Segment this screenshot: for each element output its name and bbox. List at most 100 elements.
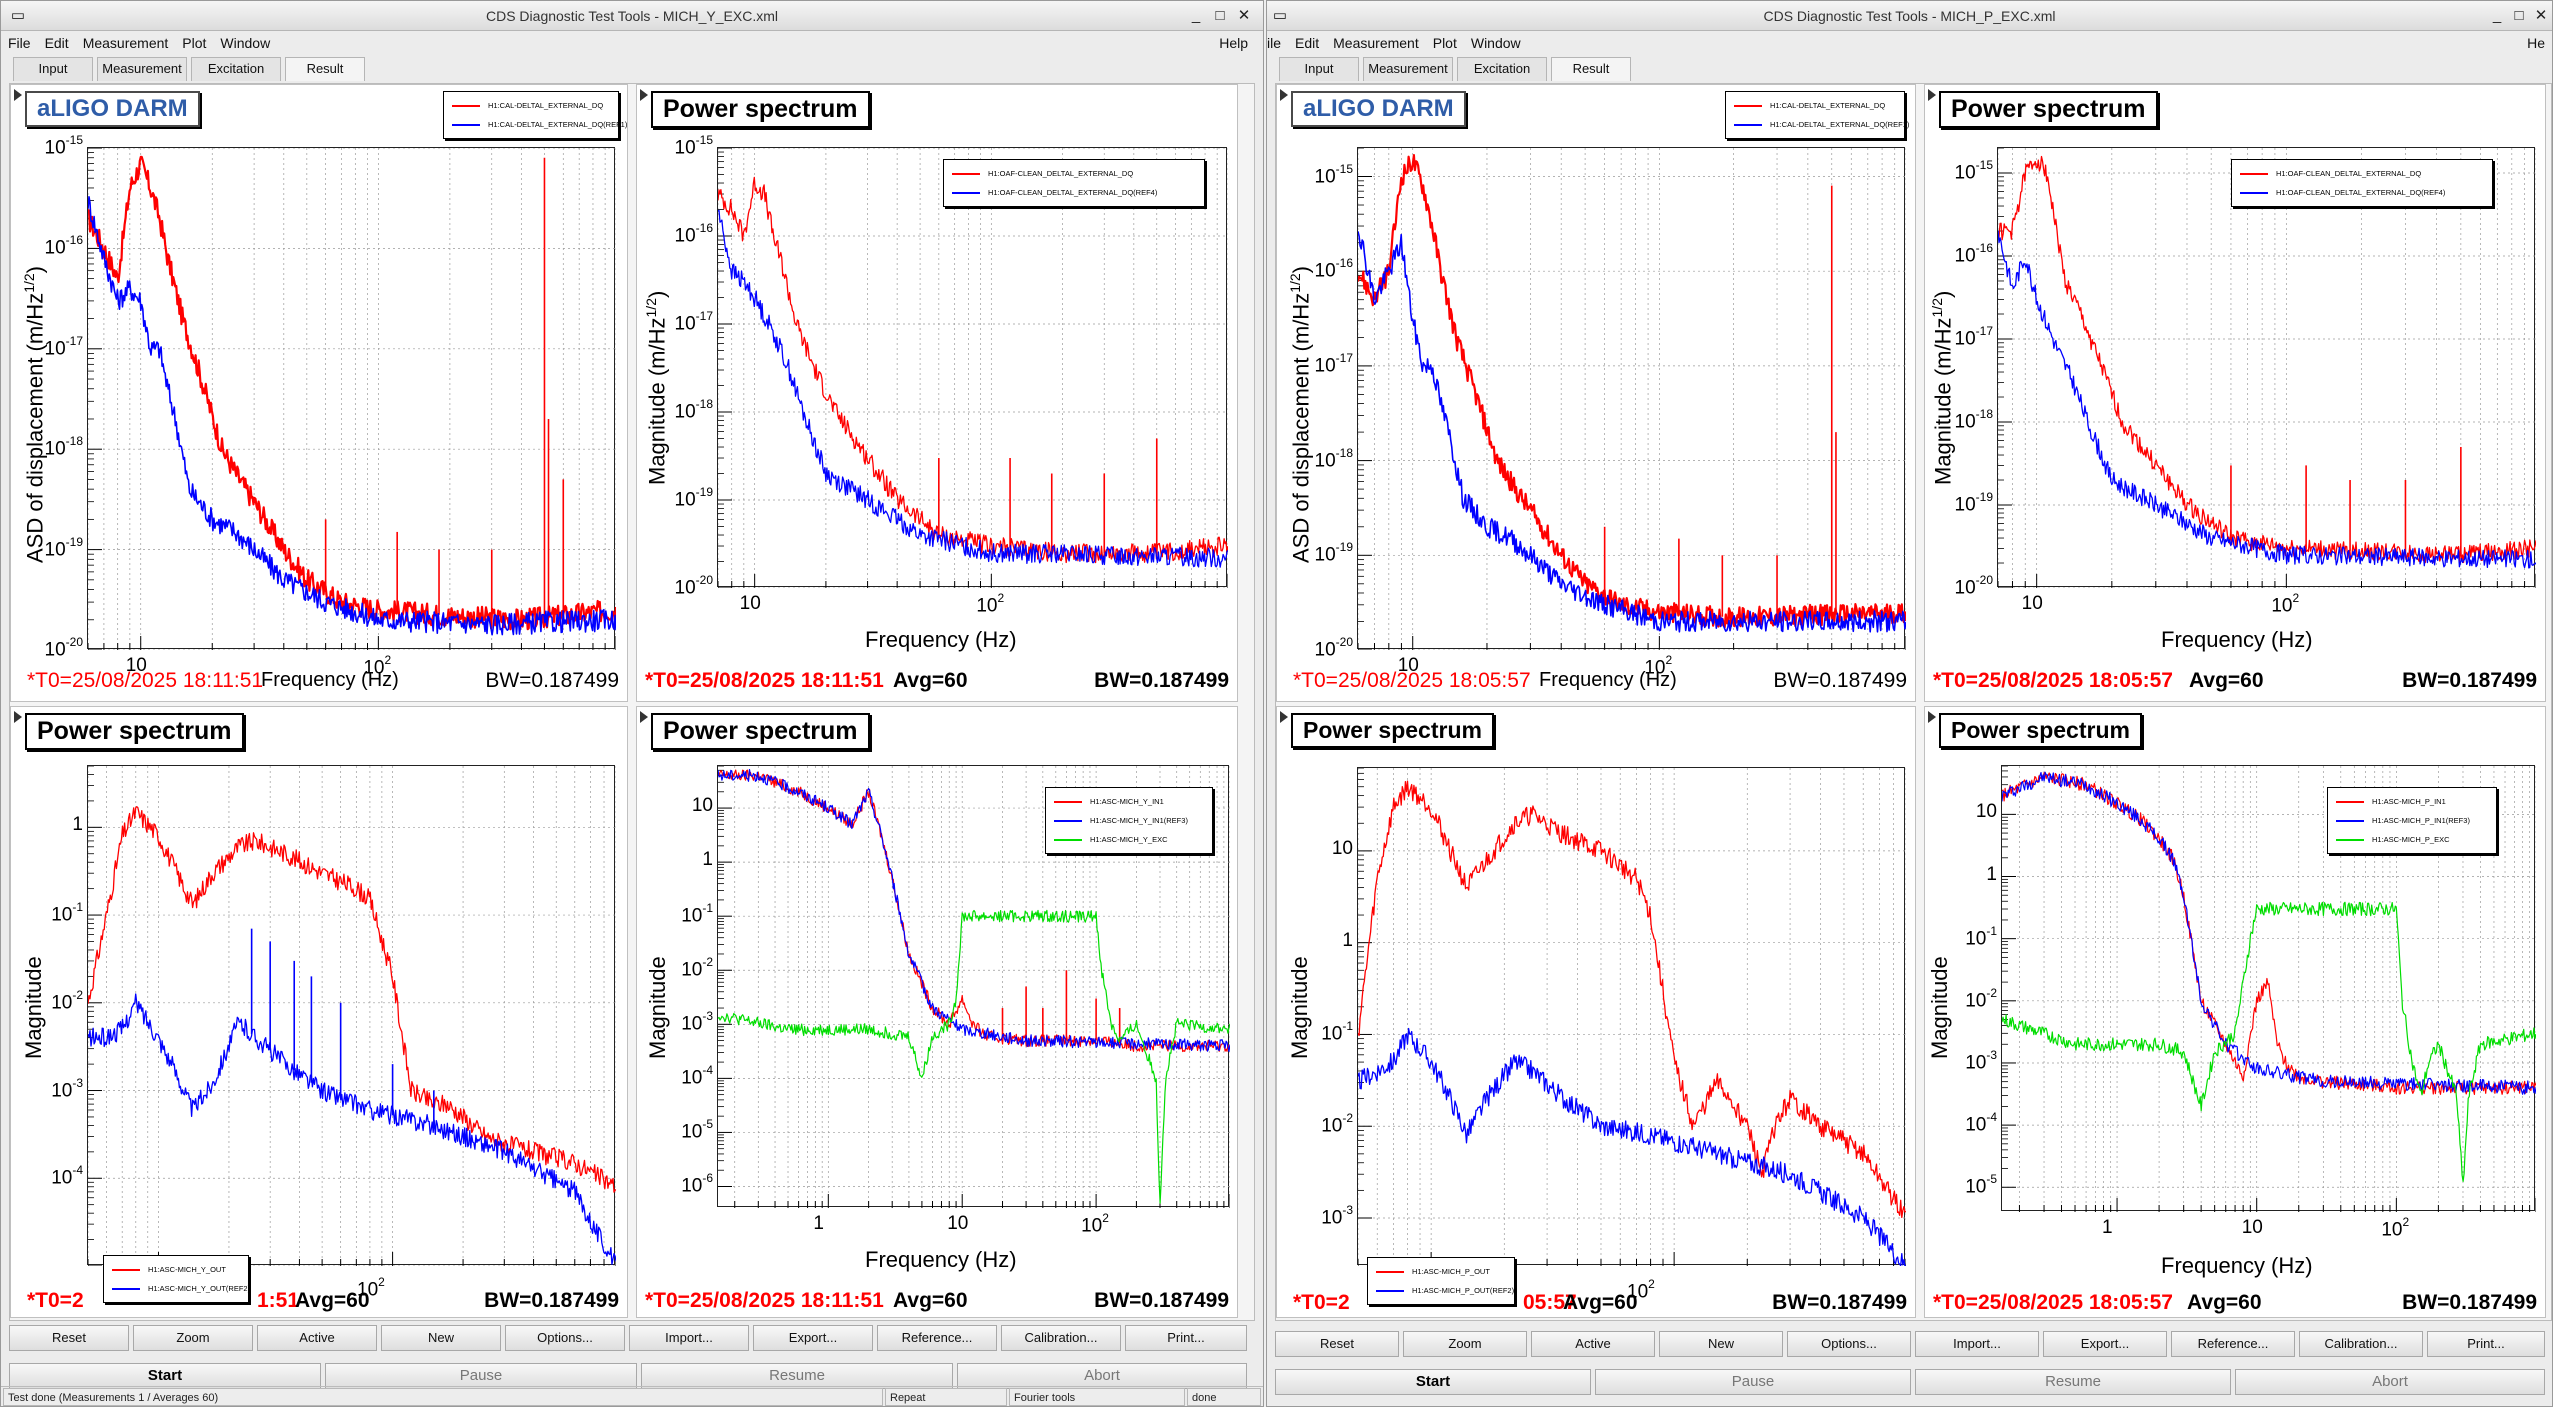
title-bar[interactable]: CDS Diagnostic Test Tools - MICH_P_EXC.x… (1267, 1, 2552, 31)
plot-panel-darm[interactable]: aLIGO DARM H1:CAL-DELTAL_EXTERNAL_DQ H1:… (1276, 84, 1916, 702)
resume-button[interactable]: Resume (641, 1363, 953, 1389)
abort-button[interactable]: Abort (2235, 1369, 2545, 1395)
t0-label-tail: 05:57 (1523, 1291, 1577, 1314)
export-button[interactable]: Export... (753, 1325, 873, 1351)
legend-label: H1:ASC-MICH_Y_IN1(REF3) (1090, 816, 1188, 825)
tab-input[interactable]: Input (13, 57, 93, 81)
y-tick-label: 10-15 (1954, 157, 1993, 184)
plot-frame[interactable] (1357, 147, 1906, 650)
menu-file[interactable]: ile (1267, 35, 1282, 51)
pause-button[interactable]: Pause (1595, 1369, 1911, 1395)
maximize-icon[interactable]: □ (2514, 7, 2524, 24)
panel-arrow-icon[interactable] (640, 89, 648, 101)
panel-arrow-icon[interactable] (640, 711, 648, 723)
bw-label: BW=0.187499 (1773, 669, 1907, 692)
tab-input[interactable]: Input (1279, 57, 1359, 81)
plot-panel-mich-in1[interactable]: Power spectrum H1:ASC-MICH_P_IN1 H1:ASC-… (1924, 706, 2546, 1318)
window-menu-icon[interactable]: ▭ (1272, 7, 1288, 24)
zoom-button[interactable]: Zoom (1403, 1331, 1527, 1357)
panel-arrow-icon[interactable] (1928, 711, 1936, 723)
tab-result[interactable]: Result (285, 57, 365, 81)
tab-excitation[interactable]: Excitation (191, 57, 281, 81)
maximize-icon[interactable]: □ (1215, 7, 1225, 24)
plot-frame[interactable] (1357, 767, 1906, 1266)
plot-panel-mich-in1[interactable]: Power spectrum H1:ASC-MICH_Y_IN1 H1:ASC-… (636, 706, 1238, 1318)
menu-edit[interactable]: Edit (1295, 35, 1320, 51)
y-tick-label: 10 (1331, 837, 1353, 859)
series-line (2002, 901, 2536, 1182)
y-tick-label: 10-4 (681, 1063, 713, 1089)
resume-button[interactable]: Resume (1915, 1369, 2231, 1395)
menu-plot[interactable]: Plot (182, 35, 207, 51)
calibration-button[interactable]: Calibration... (1001, 1325, 1121, 1351)
import-button[interactable]: Import... (1915, 1331, 2039, 1357)
panel-arrow-icon[interactable] (14, 711, 22, 723)
active-button[interactable]: Active (1531, 1331, 1655, 1357)
x-tick-label: 102 (357, 1275, 385, 1301)
legend-label: H1:OAF-CLEAN_DELTAL_EXTERNAL_DQ (2276, 169, 2422, 178)
window-title: CDS Diagnostic Test Tools - MICH_Y_EXC.x… (485, 8, 779, 24)
tab-excitation[interactable]: Excitation (1457, 57, 1547, 81)
title-bar[interactable]: CDS Diagnostic Test Tools - MICH_Y_EXC.x… (1, 1, 1263, 31)
panel-arrow-icon[interactable] (1280, 711, 1288, 723)
new-button[interactable]: New (381, 1325, 501, 1351)
menu-plot[interactable]: Plot (1432, 35, 1457, 51)
menu-measurement[interactable]: Measurement (82, 35, 169, 51)
print-button[interactable]: Print... (2427, 1331, 2545, 1357)
window-menu-icon[interactable]: ▭ (10, 7, 26, 24)
menu-window[interactable]: Window (220, 35, 271, 51)
status-state: done (1187, 1388, 1261, 1406)
plot-panel-mich-out[interactable]: Power spectrum Magnitude H1:ASC-MICH_P_O… (1276, 706, 1916, 1318)
tab-measurement[interactable]: Measurement (97, 57, 187, 81)
x-tick-label: 102 (1627, 1277, 1655, 1303)
close-icon[interactable]: ✕ (2534, 7, 2548, 24)
status-bar: Test done (Measurements 1 / Averages 60)… (1, 1386, 1263, 1406)
y-tick-label: 10-5 (1965, 1172, 1997, 1198)
plot-panel-power-spectrum[interactable]: Power spectrum H1:OAF-CLEAN_DELTAL_EXTER… (636, 84, 1238, 702)
x-axis-label: Frequency (Hz) (2161, 627, 2313, 652)
legend: H1:CAL-DELTAL_EXTERNAL_DQ H1:CAL-DELTAL_… (443, 91, 627, 139)
reference-button[interactable]: Reference... (877, 1325, 997, 1351)
calibration-button[interactable]: Calibration... (2299, 1331, 2423, 1357)
import-button[interactable]: Import... (629, 1325, 749, 1351)
plot-frame[interactable] (717, 147, 1228, 588)
tab-measurement[interactable]: Measurement (1363, 57, 1453, 81)
plot-frame[interactable] (87, 147, 616, 650)
options-button[interactable]: Options... (1787, 1331, 1911, 1357)
plot-panel-darm[interactable]: aLIGO DARM H1:CAL-DELTAL_EXTERNAL_DQ H1:… (10, 84, 628, 702)
panel-arrow-icon[interactable] (1928, 89, 1936, 101)
abort-button[interactable]: Abort (957, 1363, 1247, 1389)
tab-result[interactable]: Result (1551, 57, 1631, 81)
plot-panel-mich-out[interactable]: Power spectrum Magnitude H1:ASC-MICH_Y_O… (10, 706, 628, 1318)
reset-button[interactable]: Reset (1275, 1331, 1399, 1357)
menu-help[interactable]: He (2527, 35, 2545, 51)
minimize-icon[interactable]: _ (1191, 7, 1201, 24)
menu-help[interactable]: Help (1219, 35, 1248, 51)
plot-panel-power-spectrum[interactable]: Power spectrum H1:OAF-CLEAN_DELTAL_EXTER… (1924, 84, 2546, 702)
zoom-button[interactable]: Zoom (133, 1325, 253, 1351)
start-button[interactable]: Start (1275, 1369, 1591, 1395)
options-button[interactable]: Options... (505, 1325, 625, 1351)
result-area: aLIGO DARM H1:CAL-DELTAL_EXTERNAL_DQ H1:… (9, 83, 1255, 1321)
legend-label: H1:ASC-MICH_Y_OUT (148, 1265, 226, 1274)
new-button[interactable]: New (1659, 1331, 1783, 1357)
close-icon[interactable]: ✕ (1237, 7, 1251, 24)
reference-button[interactable]: Reference... (2171, 1331, 2295, 1357)
menu-edit[interactable]: Edit (44, 35, 69, 51)
plot-frame[interactable] (87, 765, 616, 1266)
minimize-icon[interactable]: _ (2492, 7, 2502, 24)
legend: H1:ASC-MICH_P_IN1 H1:ASC-MICH_P_IN1(REF3… (2327, 787, 2497, 854)
legend-label: H1:ASC-MICH_P_IN1 (2372, 797, 2446, 806)
panel-arrow-icon[interactable] (1280, 89, 1288, 101)
plot-svg (1358, 148, 1906, 650)
reset-button[interactable]: Reset (9, 1325, 129, 1351)
export-button[interactable]: Export... (2043, 1331, 2167, 1357)
legend-entry: H1:CAL-DELTAL_EXTERNAL_DQ (450, 96, 612, 115)
menu-measurement[interactable]: Measurement (1333, 35, 1419, 51)
plot-frame[interactable] (1997, 147, 2536, 588)
menu-window[interactable]: Window (1470, 35, 1521, 51)
panel-arrow-icon[interactable] (14, 89, 22, 101)
menu-file[interactable]: File (8, 35, 31, 51)
active-button[interactable]: Active (257, 1325, 377, 1351)
print-button[interactable]: Print... (1125, 1325, 1247, 1351)
